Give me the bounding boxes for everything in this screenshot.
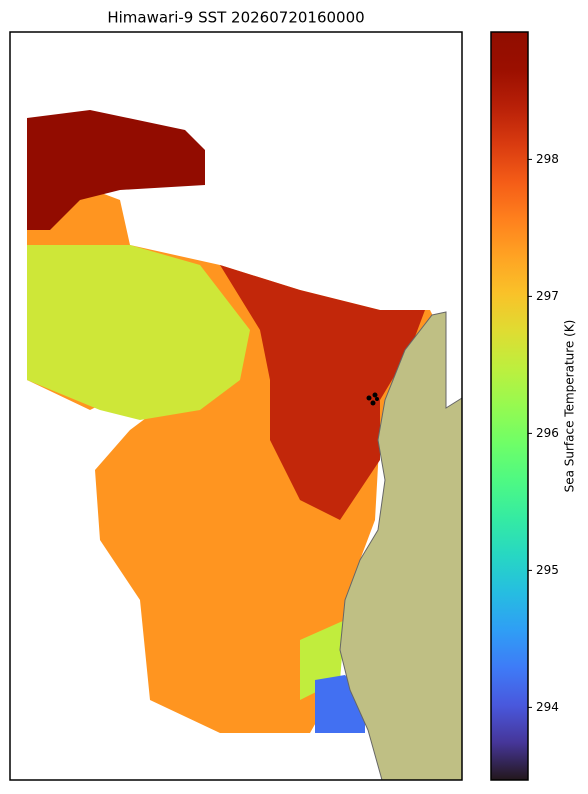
colorbar-tick-label: 298 [536,152,559,166]
sst-region [220,265,425,520]
colorbar [490,31,529,781]
markers [366,392,379,406]
colorbar-tick-label: 296 [536,426,559,440]
colorbar-tick-label: 295 [536,563,559,577]
colorbar-tick-label: 294 [536,700,559,714]
colorbar-label: Sea Surface Temperature (K) [563,320,577,493]
sst-field [27,110,446,733]
land [339,311,463,781]
sst-region [27,110,205,230]
map-frame [9,31,463,781]
sst-region [27,245,250,420]
colorbar-tick-label: 297 [536,289,559,303]
chart-title: Himawari-9 SST 20260720160000 [107,9,364,27]
